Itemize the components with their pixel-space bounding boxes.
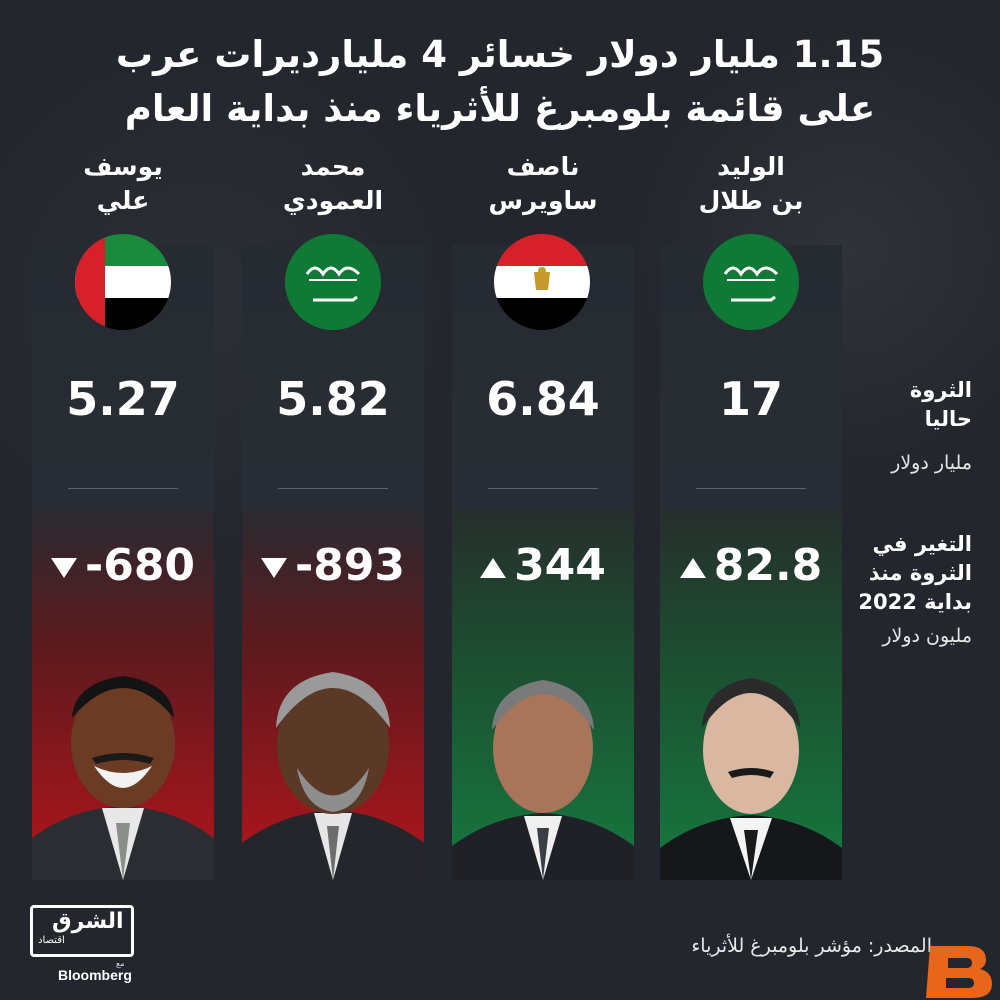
title-line-2: على قائمة بلومبرغ للأثرياء منذ بداية الع… <box>124 87 876 130</box>
saudi-flag-icon <box>285 234 381 330</box>
change-text: -680 <box>84 540 196 591</box>
person-name-2: محمد العمودي <box>242 150 424 218</box>
wealth-value-3: 6.84 <box>486 372 600 426</box>
name-line-1: ناصف <box>506 152 580 181</box>
up-arrow-icon <box>679 558 706 578</box>
divider <box>488 488 598 489</box>
wealth-value-1: 5.27 <box>66 372 180 426</box>
up-arrow-icon <box>480 558 507 578</box>
change-text: -893 <box>294 540 406 591</box>
uae-flag-icon <box>75 234 171 330</box>
portrait-yusuff-ali <box>32 676 214 880</box>
change-unit-label: مليون دولار <box>882 625 972 647</box>
name-line-1: الوليد <box>717 152 785 181</box>
source-note: المصدر: مؤشر بلومبرغ للأثرياء <box>691 935 932 957</box>
logo-main-text: الشرق <box>52 909 124 934</box>
portrait-mohammed-al-amoudi <box>242 672 424 880</box>
divider <box>68 488 178 489</box>
change-value-1: -680 <box>32 540 214 591</box>
down-arrow-icon <box>260 558 287 578</box>
wealth-label-line-2: حاليا <box>924 407 972 431</box>
corner-brand-logo-icon <box>926 946 992 998</box>
person-name-4: الوليد بن طلال <box>660 150 842 218</box>
logo-bloomberg-text: Bloomberg <box>58 967 132 983</box>
name-line-2: بن طلال <box>698 186 804 215</box>
wealth-value-2: 5.82 <box>276 372 390 426</box>
change-label-line-1: التغير في <box>872 532 972 556</box>
portrait-nassef-sawiris <box>452 680 634 880</box>
change-text: 344 <box>514 540 606 591</box>
change-value-2: -893 <box>242 540 424 591</box>
change-value-3: 344 <box>452 540 634 591</box>
divider <box>696 488 806 489</box>
change-label-line-3: بداية 2022 <box>858 590 972 614</box>
divider <box>278 488 388 489</box>
change-text: 82.8 <box>713 540 823 591</box>
wealth-value-4: 17 <box>718 372 783 426</box>
logo-mini-text: مع <box>116 959 125 968</box>
person-name-1: يوسف علي <box>32 150 214 218</box>
name-line-2: العمودي <box>282 186 384 215</box>
title-line-1: 1.15 مليار دولار خسائر 4 مليارديرات عرب <box>115 33 885 76</box>
chart-title: 1.15 مليار دولار خسائر 4 مليارديرات عرب … <box>60 28 940 136</box>
asharq-bloomberg-logo: الشرق اقتصاد مع Bloomberg <box>30 905 138 983</box>
name-line-2: ساويرس <box>488 186 598 215</box>
down-arrow-icon <box>50 558 77 578</box>
change-row-label: التغير في الثروة منذ بداية 2022 <box>858 530 972 617</box>
name-line-1: يوسف <box>83 152 163 181</box>
name-line-1: محمد <box>300 152 366 181</box>
logo-frame <box>30 905 134 957</box>
change-label-line-2: الثروة منذ <box>868 561 972 585</box>
logo-sub-text: اقتصاد <box>38 935 65 946</box>
saudi-flag-icon <box>703 234 799 330</box>
person-name-3: ناصف ساويرس <box>452 150 634 218</box>
wealth-label-line-1: الثروة <box>909 378 972 402</box>
wealth-row-label: الثروة حاليا <box>910 376 972 434</box>
change-value-4: 82.8 <box>660 540 842 591</box>
name-line-2: علي <box>96 186 150 215</box>
wealth-unit-label: مليار دولار <box>891 452 972 474</box>
portrait-alwaleed-bin-talal <box>660 678 842 880</box>
egypt-flag-icon <box>494 234 590 330</box>
